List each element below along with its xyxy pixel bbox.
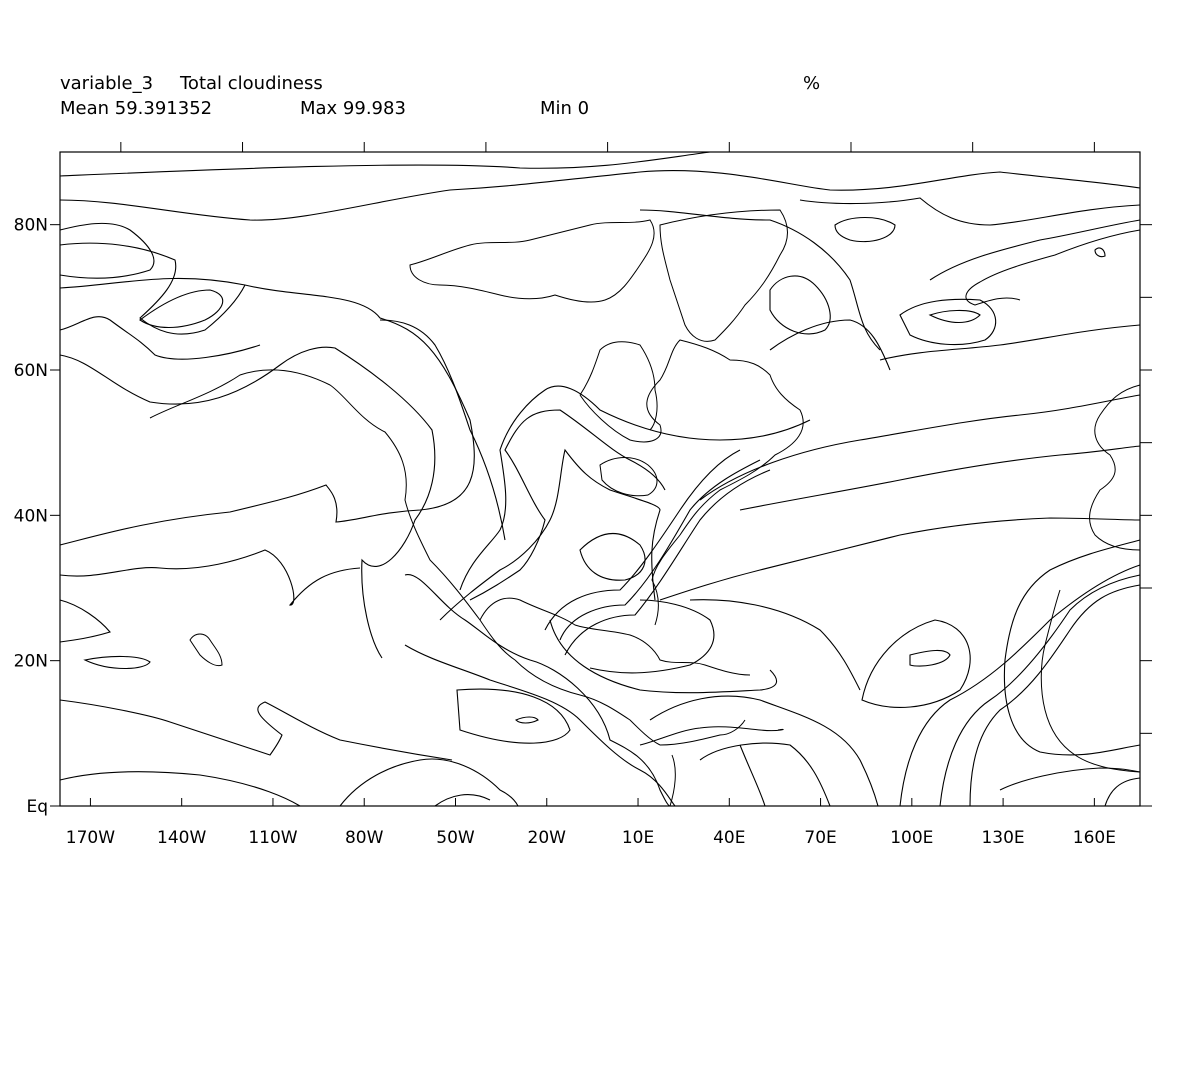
contour-line [544, 449, 741, 631]
contour-line [339, 758, 519, 807]
contour-line [909, 649, 951, 667]
contour-line [1003, 539, 1141, 756]
coastline-greenland [659, 209, 788, 342]
contour-line [834, 217, 896, 243]
contour-line [589, 599, 715, 674]
x-tick-label: 170W [66, 828, 115, 848]
x-tick-label: 40E [713, 828, 745, 848]
contour-line [515, 716, 539, 724]
coastline-hudson-bay [579, 341, 658, 431]
contour-line [439, 448, 661, 621]
mean-value: Mean 59.391352 [60, 98, 213, 119]
y-tick-label: 40N [14, 506, 48, 526]
x-tick-label: 80W [345, 828, 384, 848]
cloud-contours [59, 151, 1141, 807]
contour-line [59, 151, 711, 177]
min-value: Min 0 [540, 98, 590, 119]
contour-line [434, 794, 491, 807]
contour-line [379, 319, 506, 541]
x-tick-label: 50W [436, 828, 475, 848]
contour-line [899, 298, 997, 346]
contour-line [459, 385, 811, 591]
contour-line [59, 242, 246, 335]
y-tick-label: 60N [14, 361, 48, 381]
contour-line [59, 222, 155, 279]
coastline-north-america-west [149, 369, 661, 746]
coastline-eastern-siberia [965, 229, 1141, 306]
contour-line [939, 574, 1141, 807]
variable-long-name: Total cloudiness [180, 73, 323, 94]
contour-line [649, 695, 879, 807]
contour-line [139, 289, 224, 328]
contour-line [59, 699, 453, 761]
contour-line [929, 219, 1141, 281]
contour-line [59, 316, 261, 360]
x-tick-label: 70E [804, 828, 836, 848]
contour-line [879, 324, 1141, 361]
contour-line [1104, 777, 1141, 807]
coastline-iceland [599, 457, 658, 497]
contour-line [999, 767, 1141, 791]
contour-line [861, 619, 971, 708]
contour-line [559, 459, 761, 641]
contour-line [404, 574, 671, 807]
y-tick-label: 20N [14, 652, 48, 672]
coastline-north-america-east [579, 339, 804, 746]
contour-line [579, 532, 646, 581]
contour-line [59, 549, 361, 606]
contour-line [404, 644, 676, 807]
contour-line [456, 688, 571, 744]
variable-name: variable_3 [60, 73, 154, 94]
contour-line [739, 445, 1141, 511]
contour-line [639, 209, 881, 351]
x-tick-label: 110W [248, 828, 297, 848]
contour-line [689, 599, 861, 691]
y-tick-label: 80N [14, 216, 48, 236]
contour-line [928, 309, 981, 324]
contour-line [549, 619, 778, 694]
x-tick-label: 160E [1073, 828, 1116, 848]
contour-line [739, 744, 766, 807]
x-tick-label: 140W [157, 828, 206, 848]
contour-line [469, 409, 666, 601]
coastline-arctic-islands [409, 219, 655, 303]
contour-line [769, 319, 891, 371]
plot-frame [59, 151, 1141, 807]
contour-line [769, 275, 831, 335]
contour-line [83, 655, 151, 669]
axis-labels: 170W 140W 110W 80W 50W 20W 10E 40E 70E 100E 130E 16… [14, 216, 1116, 848]
max-value: Max 99.983 [300, 98, 406, 119]
contour-line [699, 742, 831, 807]
x-tick-label: 10E [622, 828, 654, 848]
contour-line [899, 564, 1141, 807]
contour-line [799, 197, 1141, 226]
coastline-gulf-caribbean [479, 597, 751, 676]
x-tick-label: 100E [890, 828, 933, 848]
coastlines [149, 209, 1141, 807]
units-label: % [803, 73, 821, 94]
coastline-asia-east [1040, 384, 1141, 773]
coastline-south-america [639, 726, 784, 807]
contour-line [59, 771, 301, 807]
axis-ticks [50, 142, 1152, 807]
contour-line [59, 599, 111, 643]
contour-line [59, 346, 436, 659]
coastline-hawaii [189, 633, 223, 667]
contour-line [1094, 247, 1106, 258]
x-tick-label: 20W [528, 828, 567, 848]
contour-line [59, 277, 475, 546]
contour-line [699, 394, 1141, 501]
contour-line [59, 170, 1141, 221]
y-tick-label: Eq [26, 797, 48, 817]
x-tick-label: 130E [981, 828, 1024, 848]
contour-line [969, 584, 1141, 807]
contour-line [659, 517, 1141, 601]
contour-line [564, 469, 771, 656]
